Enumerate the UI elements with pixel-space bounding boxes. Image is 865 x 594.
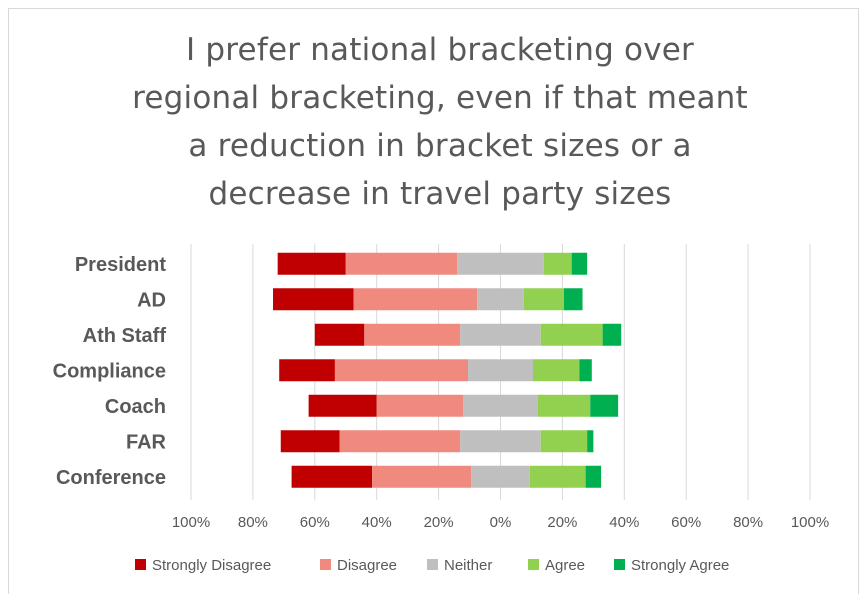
bar-coach-disagree: [376, 394, 464, 417]
bar-coach-strongly-disagree: [308, 394, 377, 417]
legend-swatch: [320, 559, 331, 570]
chart-title: I prefer national bracketing over region…: [132, 32, 748, 212]
legend-label: Agree: [545, 557, 585, 574]
x-tick-label: 60%: [300, 514, 330, 531]
bar-president-strongly-agree: [571, 252, 588, 275]
bar-president-disagree: [345, 252, 458, 275]
bar-compliance-strongly-disagree: [279, 359, 335, 382]
bar-compliance-agree: [532, 359, 580, 382]
legend-swatch: [528, 559, 539, 570]
legend-swatch: [427, 559, 438, 570]
legend-item-neither: Neither: [427, 557, 492, 574]
bar-compliance-strongly-agree: [579, 359, 592, 382]
bar-ad-neither: [477, 288, 524, 311]
bar-ad-strongly-disagree: [273, 288, 354, 311]
bar-series: [273, 252, 622, 488]
legend-item-agree: Agree: [528, 557, 585, 574]
bar-far-neither: [460, 430, 541, 453]
x-tick-label: 20%: [424, 514, 454, 531]
x-axis-tick-labels: 100% 80% 60% 40% 20% 0% 20% 40% 60% 80% 100%: [172, 514, 829, 531]
legend-item-strongly-agree: Strongly Agree: [614, 557, 729, 574]
bar-conference-strongly-disagree: [291, 465, 373, 488]
legend-label: Strongly Disagree: [152, 557, 271, 574]
legend-item-disagree: Disagree: [320, 557, 397, 574]
bar-coach-neither: [463, 394, 538, 417]
grid-lines: [190, 244, 811, 500]
legend: Strongly Disagree Disagree Neither Agree Str…: [135, 557, 729, 574]
bar-compliance-neither: [468, 359, 533, 382]
bar-conference-neither: [471, 465, 530, 488]
x-tick-label: 80%: [733, 514, 763, 531]
legend-swatch: [614, 559, 625, 570]
x-tick-label: 60%: [671, 514, 701, 531]
bar-compliance-disagree: [334, 359, 469, 382]
bar-president-agree: [543, 252, 572, 275]
x-tick-label: 20%: [547, 514, 577, 531]
legend-swatch: [135, 559, 146, 570]
bar-conference-agree: [529, 465, 586, 488]
bar-ath-staff-neither: [460, 323, 541, 346]
x-tick-label: 0%: [490, 514, 512, 531]
bar-ath-staff-disagree: [364, 323, 461, 346]
bar-coach-strongly-agree: [590, 394, 619, 417]
legend-label: Neither: [444, 557, 492, 574]
category-label-far: FAR: [126, 431, 167, 453]
legend-item-strongly-disagree: Strongly Disagree: [135, 557, 271, 574]
bar-president-neither: [457, 252, 544, 275]
category-label-conference: Conference: [56, 467, 166, 489]
x-tick-label: 100%: [172, 514, 210, 531]
category-label-ath-staff: Ath Staff: [83, 325, 167, 347]
bar-conference-disagree: [372, 465, 472, 488]
bar-ad-agree: [523, 288, 564, 311]
x-tick-label: 80%: [238, 514, 268, 531]
category-label-coach: Coach: [105, 396, 166, 418]
bar-ad-disagree: [353, 288, 478, 311]
bar-far-strongly-disagree: [280, 430, 340, 453]
category-label-compliance: Compliance: [53, 360, 166, 382]
bar-ad-strongly-agree: [563, 288, 583, 311]
x-tick-label: 40%: [609, 514, 639, 531]
bar-conference-strongly-agree: [585, 465, 602, 488]
bar-far-agree: [540, 430, 588, 453]
bar-president-strongly-disagree: [277, 252, 346, 275]
category-label-president: President: [75, 254, 166, 276]
category-label-ad: AD: [137, 289, 166, 311]
bar-ath-staff-agree: [540, 323, 603, 346]
x-tick-label: 100%: [791, 514, 829, 531]
legend-label: Disagree: [337, 557, 397, 574]
bar-ath-staff-strongly-disagree: [314, 323, 365, 346]
bar-ath-staff-strongly-agree: [602, 323, 622, 346]
bar-far-disagree: [339, 430, 461, 453]
x-tick-label: 40%: [362, 514, 392, 531]
bar-far-strongly-agree: [587, 430, 594, 453]
bar-coach-agree: [537, 394, 591, 417]
legend-label: Strongly Agree: [631, 557, 729, 574]
category-labels: President AD Ath Staff Compliance Coach FAR Co…: [53, 254, 167, 489]
